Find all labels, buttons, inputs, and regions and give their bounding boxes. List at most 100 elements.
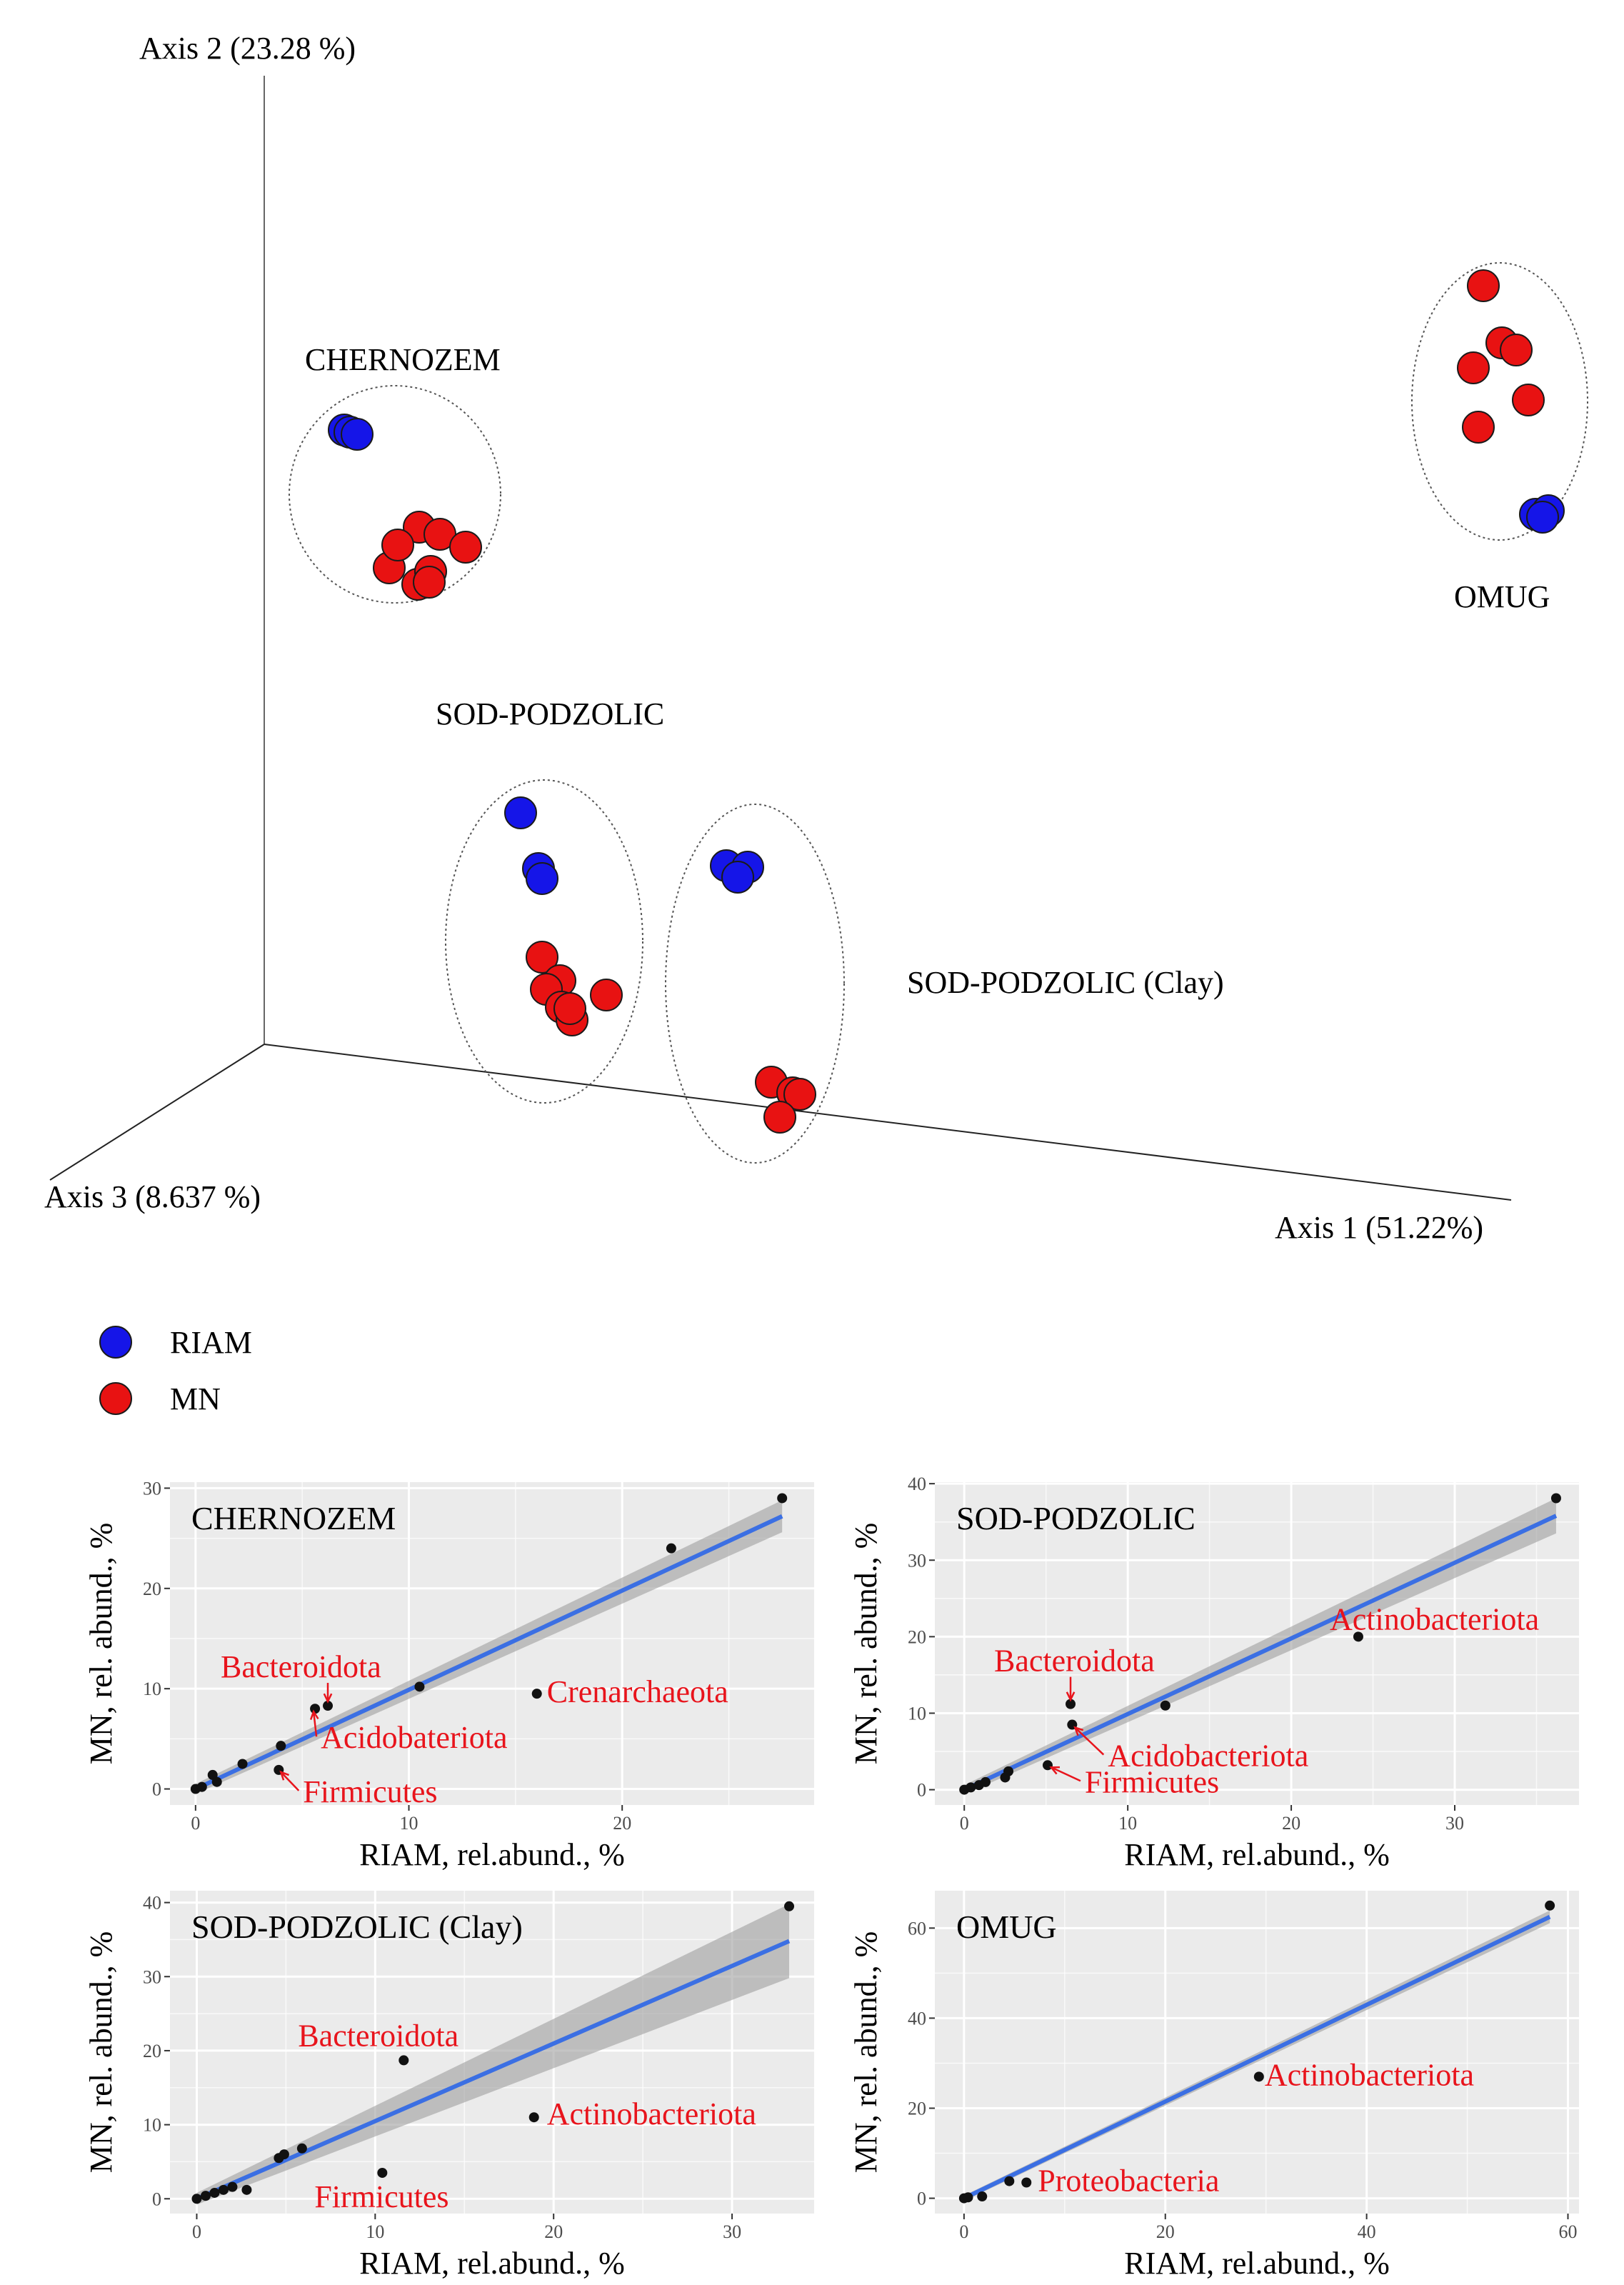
data-point	[323, 1701, 334, 1711]
group-ellipse-chernozem	[289, 385, 501, 604]
y-axis-label: MN, rel. abund., %	[848, 1523, 883, 1765]
data-point	[977, 2191, 988, 2202]
annotation-label: Firmicutes	[1085, 1764, 1219, 1799]
x-tick-label: 0	[960, 1813, 969, 1834]
data-point	[310, 1704, 321, 1714]
legend-label-riam: RIAM	[170, 1325, 252, 1360]
y-tick-label: 10	[143, 2115, 161, 2136]
fit-line	[963, 1914, 1551, 2201]
panel-sod-podzolic-clay: 0 10 20 30 0 10 20 30 40 SOD-PODZOLIC (Clay) RIAM,…	[84, 1891, 814, 2281]
x-axis-label: RIAM, rel.abund., %	[1124, 2246, 1390, 2281]
annotation-arrowhead	[1073, 1726, 1084, 1736]
group-ellipse-omug	[1411, 262, 1588, 541]
pcoa-point-mn	[526, 941, 558, 974]
annotation-arrowhead	[323, 1693, 333, 1704]
data-point	[980, 1776, 991, 1787]
annotation-arrowhead	[1066, 1691, 1076, 1702]
group-label-chernozem: CHERNOZEM	[305, 342, 501, 377]
y-tick-label: 20	[908, 2098, 926, 2119]
y-tick-label: 20	[143, 2041, 161, 2061]
panel-sod-podzolic: 0 10 20 30 0 10 20 30 40 SOD-PODZOLIC RIAM, rel.ab…	[848, 1474, 1579, 1872]
y-tick-label: 60	[908, 1918, 926, 1939]
data-point	[966, 1782, 976, 1793]
x-tick-label: 20	[1156, 2221, 1175, 2242]
y-tick-label: 10	[143, 1679, 161, 1699]
axis3-label: Axis 3 (8.637 %)	[44, 1179, 261, 1214]
annotation-label: Acidobateriota	[321, 1720, 507, 1755]
data-point	[296, 2143, 307, 2154]
y-tick-label: 20	[908, 1626, 926, 1647]
x-tick-label: 30	[1445, 1813, 1464, 1834]
confidence-band	[196, 1904, 790, 2205]
legend: RIAM MN	[99, 1325, 252, 1416]
data-point	[241, 2184, 252, 2195]
x-tick-label: 10	[366, 2221, 384, 2242]
x-axis-label: RIAM, rel.abund., %	[359, 2246, 625, 2281]
annotation-label: Crenarchaeota	[547, 1674, 728, 1709]
panel-chernozem: 0 10 20 0 10 20 30 CHERNOZEM RIAM, rel.abund., %…	[84, 1478, 814, 1872]
pcoa-point-mn	[1512, 384, 1545, 416]
x-axis-label: RIAM, rel.abund., %	[1124, 1837, 1390, 1872]
pcoa-point-mn	[763, 1101, 796, 1134]
data-point	[1353, 1631, 1363, 1642]
x-tick-label: 0	[192, 2221, 201, 2242]
group-label-omug: OMUG	[1454, 579, 1550, 614]
pcoa-point-riam	[721, 861, 754, 894]
pcoa-point-riam	[526, 862, 558, 895]
pcoa-point-mn	[381, 529, 414, 561]
y-tick-label: 30	[143, 1478, 161, 1499]
pcoa-plot: Axis 2 (23.28 %) Axis 3 (8.637 %) Axis 1…	[44, 31, 1588, 1416]
data-point	[963, 2192, 973, 2203]
axis1-label: Axis 1 (51.22%)	[1275, 1210, 1483, 1245]
annotation-label: Actinobacteriota	[547, 2096, 756, 2131]
y-tick-label: 0	[917, 2189, 926, 2209]
panel-omug: 0 20 40 60 0 20 40 60 OMUG RIAM, rel.abund., % MN,…	[848, 1891, 1579, 2281]
y-tick-label: 0	[152, 1779, 161, 1800]
x-tick-label: 60	[1558, 2221, 1577, 2242]
data-point	[1042, 1760, 1053, 1771]
data-point	[1066, 1699, 1076, 1709]
x-tick-label: 10	[400, 1813, 418, 1834]
x-tick-label: 0	[191, 1813, 200, 1834]
x-tick-label: 10	[1118, 1813, 1137, 1834]
y-tick-label: 0	[152, 2189, 161, 2209]
annotation-arrowhead	[1049, 1766, 1060, 1775]
y-tick-label: 10	[908, 1703, 926, 1724]
fit-line	[963, 1514, 1558, 1792]
y-tick-label: 20	[143, 1579, 161, 1599]
annotation-arrowhead	[279, 1770, 290, 1781]
legend-marker-mn	[99, 1382, 132, 1415]
data-point	[227, 2181, 238, 2192]
pcoa-point-mn	[1467, 269, 1500, 302]
pcoa-point-mn	[413, 566, 446, 599]
x-tick-label: 30	[723, 2221, 741, 2242]
data-point	[218, 2184, 229, 2195]
pcoa-point-riam	[341, 418, 374, 451]
x-axis-label: RIAM, rel.abund., %	[359, 1837, 625, 1872]
data-point	[531, 1689, 542, 1699]
data-point	[237, 1759, 248, 1769]
annotation-arrow	[1051, 1766, 1081, 1782]
annotation-label: Acidobacteriota	[1108, 1739, 1308, 1774]
group-label-sod-podzolic-clay: SOD-PODZOLIC (Clay)	[907, 965, 1224, 1000]
data-point	[666, 1543, 676, 1554]
panel-title: SOD-PODZOLIC (Clay)	[191, 1909, 523, 1945]
pcoa-point-mn	[1457, 351, 1490, 384]
data-point	[1021, 2177, 1032, 2188]
legend-label-mn: MN	[170, 1381, 221, 1416]
annotation-arrow	[312, 1711, 318, 1737]
pcoa-point-riam	[504, 796, 537, 829]
x-tick-label: 0	[959, 2221, 968, 2242]
annotation-label: Firmicutes	[314, 2179, 448, 2214]
x-tick-label: 20	[544, 2221, 563, 2242]
fit-line	[194, 1514, 783, 1791]
y-tick-label: 30	[908, 1550, 926, 1571]
panel-title: CHERNOZEM	[191, 1500, 396, 1536]
data-point	[1550, 1493, 1561, 1504]
group-label-sod-podzolic: SOD-PODZOLIC	[436, 696, 664, 731]
data-point	[200, 2191, 211, 2201]
annotation-label: Bacteroidota	[298, 2018, 458, 2053]
annotation-label: Actinobacteriota	[1330, 1601, 1539, 1636]
y-tick-label: 40	[908, 1474, 926, 1494]
